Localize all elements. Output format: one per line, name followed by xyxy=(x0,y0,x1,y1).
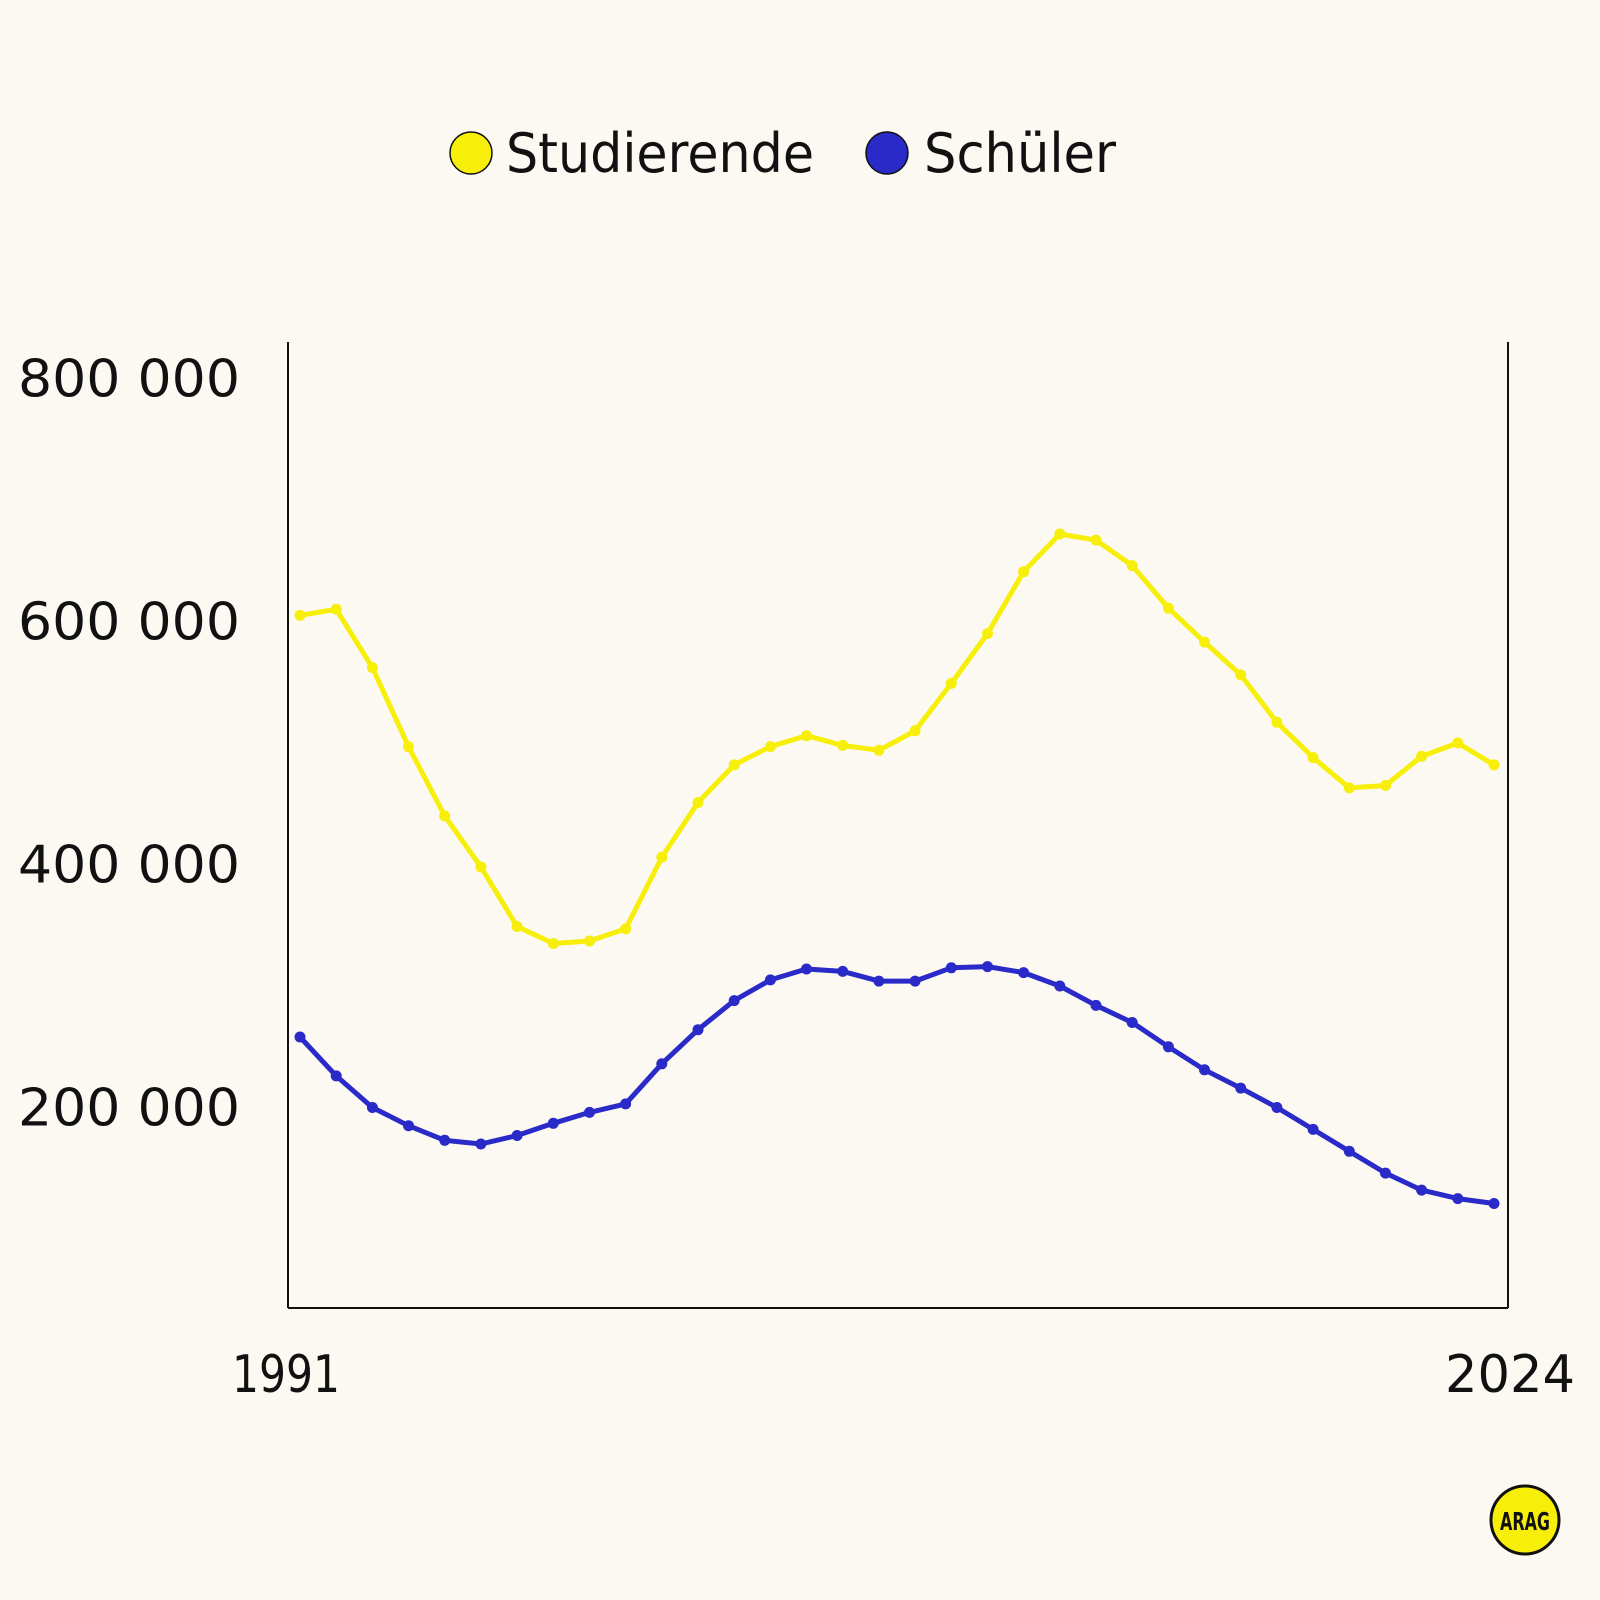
data-point xyxy=(620,923,632,935)
y-tick-label: 200 000 xyxy=(18,1079,240,1139)
data-point xyxy=(439,1134,451,1146)
data-point xyxy=(837,965,849,977)
data-point xyxy=(801,730,812,742)
data-point xyxy=(982,628,993,640)
data-point xyxy=(909,975,921,987)
data-point xyxy=(1416,750,1428,762)
data-point xyxy=(1162,1041,1174,1053)
data-point xyxy=(584,935,595,947)
data-point xyxy=(1018,967,1030,979)
legend-label: Studierende xyxy=(506,122,814,185)
data-point xyxy=(801,963,812,975)
y-tick-label: 800 000 xyxy=(18,349,240,409)
data-point xyxy=(656,1058,668,1070)
data-point xyxy=(294,609,306,621)
data-point xyxy=(692,797,704,808)
data-point xyxy=(1488,759,1500,771)
y-tick-label: 400 000 xyxy=(18,835,240,895)
data-point xyxy=(1199,636,1210,648)
legend-swatch xyxy=(449,131,493,175)
data-point xyxy=(330,1070,342,1082)
data-point xyxy=(1488,1198,1500,1209)
data-point xyxy=(1416,1184,1428,1196)
data-point xyxy=(475,861,487,873)
legend-label: Schüler xyxy=(924,122,1117,185)
legend: Studierende Schüler xyxy=(449,122,1117,185)
data-point xyxy=(873,744,885,756)
data-point xyxy=(547,1117,559,1129)
data-point xyxy=(1235,1082,1247,1094)
data-point xyxy=(692,1024,704,1036)
data-point xyxy=(1126,1017,1138,1028)
data-point xyxy=(945,677,957,689)
data-point xyxy=(1271,1102,1283,1113)
y-tick-labels: 800 000 600 000 400 000 200 000 xyxy=(18,349,240,1138)
x-tick-label: 2024 xyxy=(1445,1345,1575,1405)
series-line xyxy=(297,531,1497,946)
data-point xyxy=(1380,1167,1391,1179)
data-point xyxy=(1307,1123,1319,1135)
data-point xyxy=(1090,999,1102,1011)
series-studierende xyxy=(294,528,1500,949)
data-point xyxy=(728,995,740,1007)
data-point xyxy=(1452,737,1464,749)
data-point xyxy=(1162,602,1174,614)
x-tick-labels: 1991 2024 xyxy=(232,1345,1575,1405)
data-point xyxy=(728,759,740,771)
data-point xyxy=(403,741,414,753)
data-point xyxy=(837,739,849,751)
data-point xyxy=(1343,1145,1355,1157)
series-layer xyxy=(294,528,1500,1209)
data-point xyxy=(511,921,523,932)
data-point xyxy=(1343,782,1355,794)
data-point xyxy=(1199,1064,1210,1076)
logo-badge xyxy=(1489,1484,1561,1556)
data-point xyxy=(764,741,776,753)
x-tick-label: 1991 xyxy=(232,1345,340,1405)
legend-item: Schüler xyxy=(865,122,1117,185)
data-point xyxy=(366,662,378,674)
y-tick-label: 600 000 xyxy=(18,592,240,652)
data-point xyxy=(366,1102,378,1113)
data-point xyxy=(1307,752,1319,764)
legend-swatch xyxy=(865,131,909,175)
data-point xyxy=(620,1098,632,1110)
data-point xyxy=(475,1138,487,1150)
data-point xyxy=(1380,780,1391,791)
data-point xyxy=(330,603,342,615)
axes xyxy=(287,342,1509,1309)
data-point xyxy=(1271,716,1283,728)
data-point xyxy=(656,851,668,863)
data-point xyxy=(584,1106,595,1118)
series-schueler xyxy=(294,961,1500,1209)
data-point xyxy=(945,962,957,974)
data-point xyxy=(873,975,885,987)
data-point xyxy=(909,725,921,737)
data-point xyxy=(547,938,559,949)
data-point xyxy=(1054,528,1066,540)
arag-logo: ARAG xyxy=(1489,1484,1561,1556)
data-point xyxy=(1235,669,1247,681)
data-point xyxy=(1054,980,1066,992)
data-point xyxy=(1126,560,1138,572)
data-point xyxy=(511,1130,523,1141)
data-point xyxy=(1018,566,1030,578)
data-point xyxy=(1090,534,1102,546)
logo-text: ARAG xyxy=(1500,1507,1550,1536)
legend-item: Studierende xyxy=(449,122,814,185)
data-point xyxy=(982,961,993,973)
data-point xyxy=(764,974,776,986)
data-point xyxy=(439,810,451,822)
data-point xyxy=(1452,1193,1464,1205)
data-point xyxy=(403,1120,414,1132)
data-point xyxy=(294,1031,306,1043)
series-line xyxy=(297,964,1497,1206)
